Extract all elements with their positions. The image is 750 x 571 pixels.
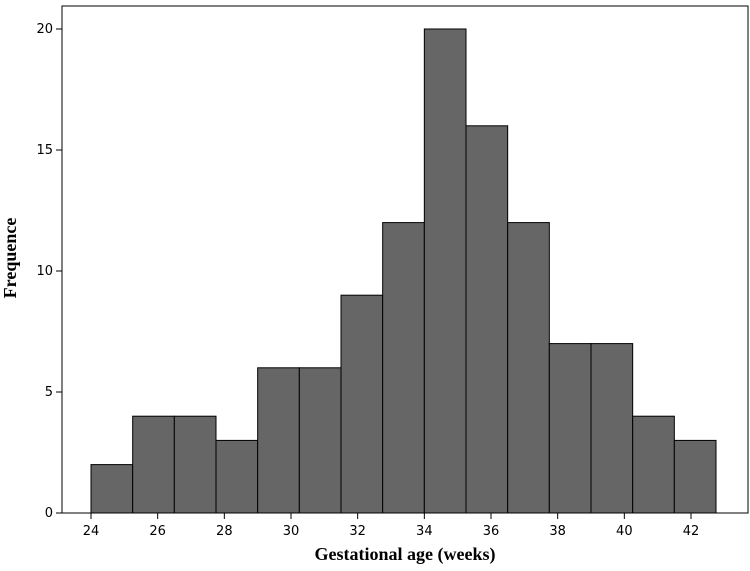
x-tick-label: 38 (549, 524, 566, 539)
y-tick-label: 10 (36, 264, 53, 279)
bar (465, 125, 509, 514)
x-tick-label: 42 (683, 524, 700, 539)
x-tick-label: 36 (483, 524, 500, 539)
bar (507, 222, 550, 514)
y-tick-label: 15 (36, 143, 53, 158)
bar (215, 439, 259, 514)
bar (423, 28, 467, 514)
bar (590, 343, 634, 514)
x-tick-label: 40 (616, 524, 633, 539)
bar (257, 367, 300, 514)
x-tick-label: 32 (349, 524, 366, 539)
x-tick-label: 24 (83, 524, 100, 539)
y-axis-label: Frequence (0, 218, 20, 299)
x-tick-label: 34 (416, 524, 433, 539)
y-tick-label: 0 (45, 506, 53, 521)
bar (673, 439, 717, 514)
bar (90, 464, 134, 514)
y-tick-label: 20 (36, 22, 53, 37)
x-tick-label: 28 (216, 524, 233, 539)
x-tick-label: 26 (149, 524, 166, 539)
bar (382, 222, 425, 514)
y-tick-label: 5 (45, 385, 53, 400)
bar (298, 367, 342, 514)
bar (132, 415, 175, 514)
x-axis-label: Gestational age (weeks) (315, 544, 496, 565)
bar (548, 343, 592, 514)
bar (632, 415, 675, 514)
x-tick-label: 30 (283, 524, 300, 539)
bar (173, 415, 217, 514)
bar (340, 294, 384, 514)
